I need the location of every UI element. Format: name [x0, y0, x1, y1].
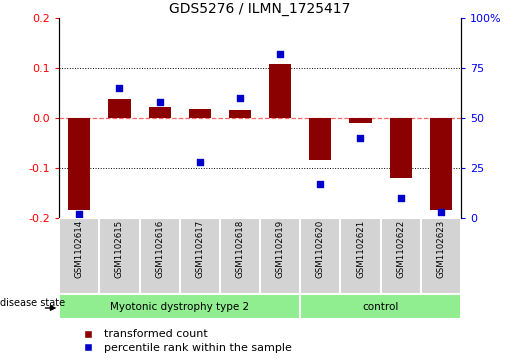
Text: GSM1102619: GSM1102619 — [276, 220, 285, 278]
Text: disease state: disease state — [0, 298, 65, 308]
Bar — [381, 218, 421, 294]
Bar — [430, 118, 452, 210]
Point — [196, 159, 204, 165]
Bar — [260, 218, 300, 294]
Bar — [340, 218, 381, 294]
Bar — [59, 218, 99, 294]
Bar — [229, 110, 251, 118]
Text: GSM1102621: GSM1102621 — [356, 220, 365, 278]
Text: Myotonic dystrophy type 2: Myotonic dystrophy type 2 — [110, 302, 249, 312]
Bar — [300, 294, 461, 319]
Bar — [269, 64, 291, 118]
Text: GSM1102616: GSM1102616 — [155, 220, 164, 278]
Bar — [59, 294, 300, 319]
Title: GDS5276 / ILMN_1725417: GDS5276 / ILMN_1725417 — [169, 2, 351, 16]
Text: GSM1102615: GSM1102615 — [115, 220, 124, 278]
Point — [356, 135, 365, 141]
Point — [276, 51, 284, 57]
Bar — [99, 218, 140, 294]
Bar — [310, 118, 331, 160]
Legend: transformed count, percentile rank within the sample: transformed count, percentile rank withi… — [73, 325, 296, 357]
Bar — [300, 218, 340, 294]
Point — [316, 181, 324, 187]
Bar — [109, 99, 130, 118]
Bar — [421, 218, 461, 294]
Point — [397, 195, 405, 201]
Text: GSM1102623: GSM1102623 — [436, 220, 445, 278]
Bar — [189, 109, 211, 118]
Bar — [220, 218, 260, 294]
Text: GSM1102622: GSM1102622 — [396, 220, 405, 278]
Point — [236, 95, 244, 101]
Point — [75, 211, 83, 217]
Point — [437, 209, 445, 215]
Bar — [68, 118, 90, 210]
Text: GSM1102617: GSM1102617 — [195, 220, 204, 278]
Bar — [149, 107, 170, 118]
Point — [156, 99, 164, 105]
Point — [115, 85, 124, 91]
Text: control: control — [363, 302, 399, 312]
Bar — [350, 118, 371, 123]
Bar — [180, 218, 220, 294]
Text: GSM1102620: GSM1102620 — [316, 220, 325, 278]
Text: GSM1102618: GSM1102618 — [235, 220, 245, 278]
Bar — [390, 118, 411, 178]
Bar — [140, 218, 180, 294]
Text: GSM1102614: GSM1102614 — [75, 220, 84, 278]
